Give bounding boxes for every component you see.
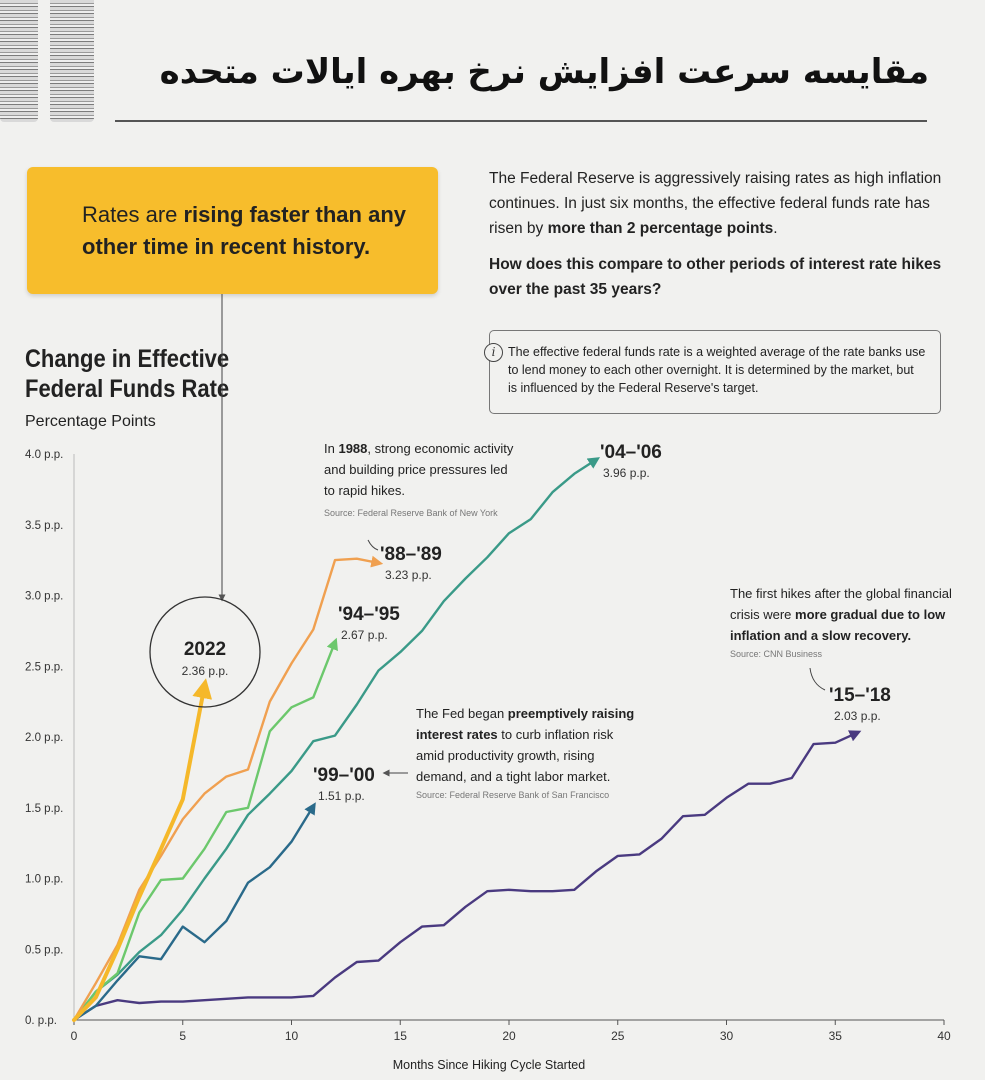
series-value-15-18: 2.03 p.p. xyxy=(834,709,881,723)
y-tick-label: 2.5 p.p. xyxy=(25,661,63,673)
annotation-9900-pre: The Fed began xyxy=(416,706,508,721)
annotation-1988-pre: In xyxy=(324,441,338,456)
annotation-1988-line-3: to rapid hikes. xyxy=(324,483,405,498)
x-tick-label: 10 xyxy=(285,1029,299,1043)
series-label-94-95: '94–'95 xyxy=(338,604,400,625)
series-label-04-06: '04–'06 xyxy=(600,442,662,463)
series-line-2022 xyxy=(72,678,213,1022)
callout-bold-1: rising faster than any xyxy=(183,202,407,227)
annotation-9900-line-4: demand, and a tight labor market. xyxy=(416,769,610,784)
connector-15-18 xyxy=(809,667,826,691)
y-tick-label: 4.0 p.p. xyxy=(25,449,63,461)
annotation-1988-line-2: and building price pressures led xyxy=(324,462,508,477)
y-tick-label: 2.0 p.p. xyxy=(25,732,63,744)
annotation-9900-line-3: amid productivity growth, rising xyxy=(416,748,594,763)
svg-text:interest rates to curb inflati: interest rates to curb inflation risk xyxy=(416,727,614,742)
annotation-1988-rest: , strong economic activity xyxy=(367,441,513,456)
series-line-88-89 xyxy=(72,555,384,1022)
callout-bold-2: other time in recent history. xyxy=(82,234,371,259)
series-value-94-95: 2.67 p.p. xyxy=(341,628,388,642)
info-icon: i xyxy=(484,343,503,362)
chart-title: Change in Effective Federal Funds Rate xyxy=(25,344,229,404)
highlight-callout: Rates are rising faster than any other ti… xyxy=(27,167,438,294)
chart-subtitle: Percentage Points xyxy=(25,413,156,430)
series-line-15-18 xyxy=(72,730,862,1022)
series-line-04-06 xyxy=(72,457,601,1022)
series-label-2022: 2022 xyxy=(184,639,226,660)
coin-stack-left xyxy=(0,0,38,122)
annotation-1518-bold-1: more gradual due to low xyxy=(795,607,946,622)
annotation-9900-rest: to curb inflation risk xyxy=(498,727,614,742)
info-text: The effective federal funds rate is a we… xyxy=(508,345,926,395)
annotation-1518-source: Source: CNN Business xyxy=(730,649,823,659)
series-label-88-89: '88–'89 xyxy=(380,544,442,565)
y-tick-label: 3.5 p.p. xyxy=(25,520,63,532)
intro-bold: more than 2 percentage points xyxy=(547,220,774,237)
callout-text: Rates are xyxy=(82,202,184,227)
annotation-9900-bold-2: interest rates xyxy=(416,727,498,742)
series-label-15-18: '15–'18 xyxy=(829,685,891,706)
intro-question: How does this compare to other periods o… xyxy=(489,256,942,298)
x-axis-label: Months Since Hiking Cycle Started xyxy=(393,1058,585,1072)
annotation-9900-source: Source: Federal Reserve Bank of San Fran… xyxy=(416,790,609,800)
coin-stack-right xyxy=(50,0,94,122)
y-tick-label: 0.5 p.p. xyxy=(25,944,63,956)
x-tick-label: 30 xyxy=(720,1029,734,1043)
y-tick-label: 1.5 p.p. xyxy=(25,803,63,815)
intro-text-1: The Federal Reserve is aggressively rais… xyxy=(489,170,942,237)
x-tick-label: 40 xyxy=(937,1029,951,1043)
annotation-15-18: The first hikes after the global financi… xyxy=(730,586,952,659)
y-tick-label: 1.0 p.p. xyxy=(25,874,63,886)
chart-title-line-2: Federal Funds Rate xyxy=(25,375,230,403)
annotation-9900-bold-1: preemptively raising xyxy=(508,706,634,721)
x-tick-label: 5 xyxy=(179,1029,186,1043)
series-value-88-89: 3.23 p.p. xyxy=(385,568,432,582)
intro-text-2: . xyxy=(773,220,778,237)
annotation-1518-pre: crisis were xyxy=(730,607,795,622)
x-tick-label: 20 xyxy=(502,1029,516,1043)
x-tick-label: 0 xyxy=(71,1029,78,1043)
series-label-99-00: '99–'00 xyxy=(313,765,375,786)
annotation-1518-bold-2: inflation and a slow recovery. xyxy=(730,628,911,643)
series-value-2022: 2.36 p.p. xyxy=(182,664,229,678)
label-circle-2022 xyxy=(149,596,261,708)
page-title-fa: مقایسه سرعت افزایش نرخ بهره ایالات متحده xyxy=(159,52,929,92)
intro-paragraph: The Federal Reserve is aggressively rais… xyxy=(489,166,949,241)
x-tick-label: 25 xyxy=(611,1029,625,1043)
x-tick-label: 15 xyxy=(394,1029,408,1043)
series-line-94-95 xyxy=(72,637,338,1022)
svg-text:crisis were more gradual due t: crisis were more gradual due to low xyxy=(730,607,946,622)
svg-text:The Fed began preemptively rai: The Fed began preemptively raising xyxy=(416,706,634,721)
series-value-99-00: 1.51 p.p. xyxy=(318,789,365,803)
annotation-1518-line-1: The first hikes after the global financi… xyxy=(730,586,952,601)
annotation-99-00: The Fed began preemptively raising inter… xyxy=(416,706,634,800)
series-value-04-06: 3.96 p.p. xyxy=(603,466,650,480)
connector-88-89 xyxy=(367,539,379,551)
svg-text:In 1988, strong economic activ: In 1988, strong economic activity xyxy=(324,441,514,456)
y-tick-label: 0. p.p. xyxy=(25,1015,57,1027)
title-divider xyxy=(115,120,927,122)
annotation-1988-bold: 1988 xyxy=(338,441,367,456)
chart-title-line-1: Change in Effective xyxy=(25,345,230,373)
x-tick-label: 35 xyxy=(829,1029,843,1043)
series-line-99-00 xyxy=(72,802,316,1022)
annotation-1988: In 1988, strong economic activity and bu… xyxy=(324,441,514,518)
y-tick-label: 3.0 p.p. xyxy=(25,591,63,603)
info-box: i The effective federal funds rate is a … xyxy=(484,330,941,414)
annotation-1988-source: Source: Federal Reserve Bank of New York xyxy=(324,508,498,518)
